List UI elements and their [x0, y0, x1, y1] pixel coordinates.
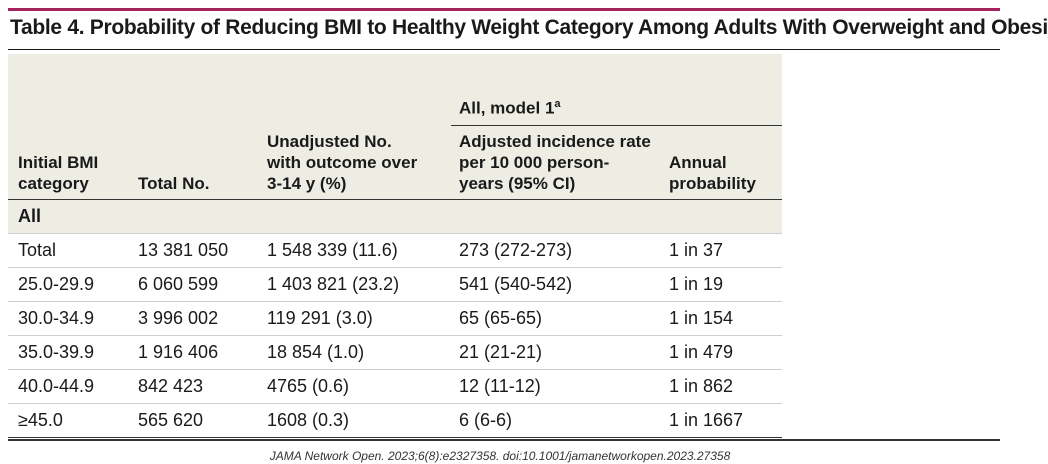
cell-unadjusted: 4765 (0.6) — [267, 376, 350, 396]
cell-bmi-category: Total — [18, 240, 57, 260]
cell-total-no: 565 620 — [138, 410, 204, 430]
table-row: Total 13 381 050 1 548 339 (11.6) 273 (2… — [8, 234, 782, 268]
table-row: 40.0-44.9 842 423 4765 (0.6) 12 (11-12) … — [8, 370, 782, 404]
cell-annual-probability: 1 in 19 — [669, 274, 724, 294]
cell-annual-probability: 1 in 862 — [669, 376, 734, 396]
cell-unadjusted: 119 291 (3.0) — [267, 308, 373, 328]
cell-annual-probability: 1 in 1667 — [669, 410, 744, 430]
cell-bmi-category: ≥45.0 — [18, 410, 63, 430]
table-title: Table 4. Probability of Reducing BMI to … — [10, 16, 1048, 39]
column-header-initial-bmi: Initial BMI category — [18, 153, 99, 193]
cell-adjusted-rate: 65 (65-65) — [459, 308, 543, 328]
cell-total-no: 1 916 406 — [138, 342, 219, 362]
cell-adjusted-rate: 541 (540-542) — [459, 274, 573, 294]
cell-total-no: 3 996 002 — [138, 308, 219, 328]
section-row-all: All — [8, 200, 782, 234]
column-header-annual-probability: Annual probability — [669, 153, 756, 193]
column-header-total-no: Total No. — [138, 174, 210, 193]
cell-annual-probability: 1 in 37 — [669, 240, 724, 260]
data-table: All, model 1a Initial BMI category Total … — [8, 54, 782, 438]
cell-adjusted-rate: 6 (6-6) — [459, 410, 513, 430]
cell-bmi-category: 30.0-34.9 — [18, 308, 95, 328]
table-row: ≥45.0 565 620 1608 (0.3) 6 (6-6) 1 in 16… — [8, 404, 782, 438]
column-header-adjusted-rate: Adjusted incidence rate per 10 000 person… — [459, 132, 651, 193]
title-bottom-rule — [8, 49, 1000, 50]
cell-adjusted-rate: 21 (21-21) — [459, 342, 543, 362]
group-header-model-1: All, model 1a — [459, 98, 561, 118]
section-label: All — [18, 206, 42, 226]
cell-total-no: 842 423 — [138, 376, 204, 396]
table-row: 30.0-34.9 3 996 002 119 291 (3.0) 65 (65… — [8, 302, 782, 336]
cell-adjusted-rate: 12 (11-12) — [459, 376, 541, 396]
cell-bmi-category: 40.0-44.9 — [18, 376, 95, 396]
cell-total-no: 6 060 599 — [138, 274, 219, 294]
table-row: 25.0-29.9 6 060 599 1 403 821 (23.2) 541… — [8, 268, 782, 302]
cell-unadjusted: 1 403 821 (23.2) — [267, 274, 400, 294]
cell-bmi-category: 35.0-39.9 — [18, 342, 95, 362]
cell-unadjusted: 1608 (0.3) — [267, 410, 350, 430]
cell-total-no: 13 381 050 — [138, 240, 229, 260]
title-top-rule — [8, 8, 1000, 11]
cell-unadjusted: 18 854 (1.0) — [267, 342, 365, 362]
cell-bmi-category: 25.0-29.9 — [18, 274, 95, 294]
group-header-rule — [451, 125, 782, 126]
table-header: All, model 1a Initial BMI category Total … — [8, 54, 782, 200]
cell-adjusted-rate: 273 (272-273) — [459, 240, 573, 260]
table-row: 35.0-39.9 1 916 406 18 854 (1.0) 21 (21-… — [8, 336, 782, 370]
table-footer-rule — [8, 439, 1000, 441]
cell-annual-probability: 1 in 479 — [669, 342, 734, 362]
cell-unadjusted: 1 548 339 (11.6) — [267, 240, 398, 260]
column-header-unadjusted: Unadjusted No. with outcome over 3-14 y (%… — [267, 132, 418, 193]
cell-annual-probability: 1 in 154 — [669, 308, 734, 328]
citation: JAMA Network Open. 2023;6(8):e2327358. d… — [269, 449, 731, 463]
